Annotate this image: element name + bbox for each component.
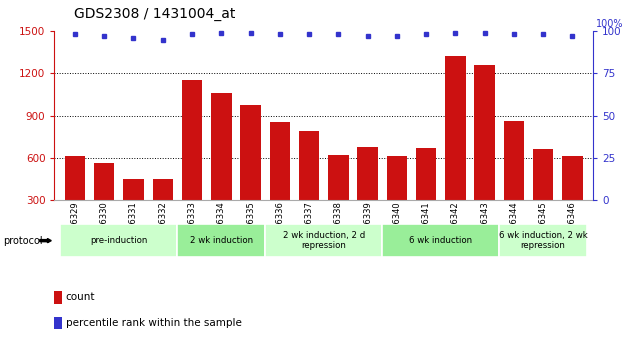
Bar xyxy=(65,156,85,242)
Text: 100%: 100% xyxy=(595,19,623,29)
Bar xyxy=(382,224,499,257)
Text: GDS2308 / 1431004_at: GDS2308 / 1431004_at xyxy=(74,7,235,21)
Text: percentile rank within the sample: percentile rank within the sample xyxy=(66,318,242,328)
Bar xyxy=(328,155,349,242)
Text: protocol: protocol xyxy=(3,236,43,246)
Bar xyxy=(445,56,465,242)
Text: pre-induction: pre-induction xyxy=(90,236,147,245)
Bar xyxy=(499,224,587,257)
Bar xyxy=(60,224,178,257)
Bar xyxy=(123,179,144,242)
Bar xyxy=(265,224,382,257)
Bar xyxy=(387,156,407,242)
Text: 6 wk induction, 2 wk
repression: 6 wk induction, 2 wk repression xyxy=(499,231,588,250)
Bar xyxy=(474,65,495,242)
Bar xyxy=(533,149,553,242)
Bar xyxy=(299,131,319,242)
Bar xyxy=(211,93,231,242)
Bar xyxy=(153,179,173,242)
Bar xyxy=(270,122,290,242)
Bar xyxy=(182,80,203,242)
Bar xyxy=(562,156,583,242)
Bar xyxy=(240,105,261,242)
Bar xyxy=(358,147,378,242)
Text: 6 wk induction: 6 wk induction xyxy=(409,236,472,245)
Bar xyxy=(54,291,62,304)
Bar xyxy=(504,121,524,242)
Bar xyxy=(54,317,62,329)
Text: count: count xyxy=(66,293,96,302)
Text: 2 wk induction, 2 d
repression: 2 wk induction, 2 d repression xyxy=(283,231,365,250)
Bar xyxy=(178,224,265,257)
Bar xyxy=(94,164,115,242)
Text: 2 wk induction: 2 wk induction xyxy=(190,236,253,245)
Bar xyxy=(416,148,437,242)
